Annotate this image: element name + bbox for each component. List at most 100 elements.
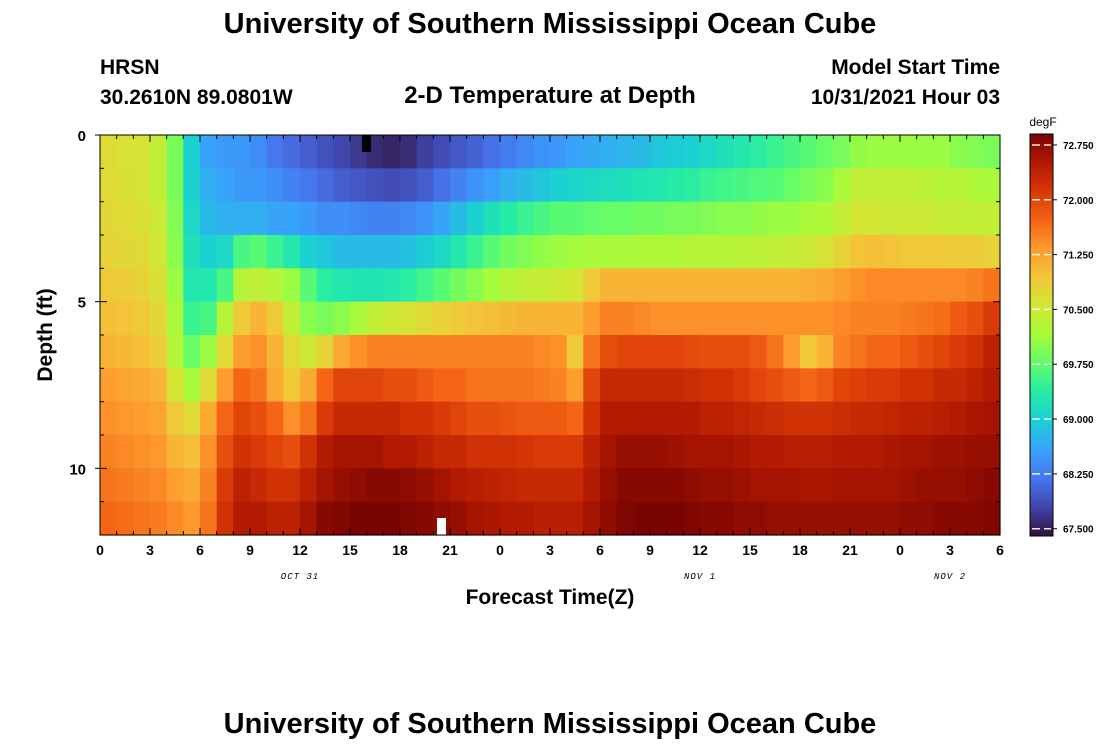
heatmap-cell — [133, 435, 151, 469]
heatmap-cell — [950, 501, 968, 536]
heatmap-cell — [966, 135, 984, 169]
heatmap-cell — [650, 468, 668, 503]
heatmap-cell — [550, 201, 568, 236]
heatmap-cell — [450, 368, 468, 403]
heatmap-cell — [266, 501, 284, 536]
heatmap-cell — [633, 201, 651, 236]
heatmap-cell — [950, 301, 968, 336]
heatmap-cell — [900, 401, 918, 436]
heatmap-cell — [883, 468, 901, 503]
heatmap-cell — [533, 368, 551, 403]
heatmap-cell — [150, 201, 168, 236]
heatmap-cell — [866, 468, 884, 503]
heatmap-cell — [616, 301, 634, 336]
heatmap-cell — [800, 401, 818, 436]
heatmap-cell — [416, 501, 434, 536]
heatmap-cell — [883, 501, 901, 536]
heatmap-cell — [850, 401, 868, 436]
heatmap-cell — [833, 235, 851, 269]
heatmap-cell — [200, 435, 218, 469]
x-tick-label: 12 — [292, 542, 308, 558]
heatmap-cell — [116, 368, 134, 403]
heatmap-cell — [483, 501, 501, 536]
x-tick-label: 3 — [946, 542, 954, 558]
colorbar-tick-label: 69.000 — [1063, 415, 1094, 426]
heatmap-cell — [266, 368, 284, 403]
heatmap-cell — [366, 168, 384, 203]
heatmap-cell — [816, 168, 834, 203]
heatmap-cell — [950, 201, 968, 236]
heatmap-cell — [450, 168, 468, 203]
heatmap-cell — [883, 301, 901, 336]
heatmap-cell — [633, 235, 651, 269]
heatmap-cell — [483, 468, 501, 503]
heatmap-cell — [150, 368, 168, 403]
heatmap-cell — [683, 335, 701, 369]
heatmap-cell — [550, 168, 568, 203]
heatmap-cell — [400, 301, 418, 336]
heatmap-cell — [250, 168, 268, 203]
heatmap-cell — [466, 368, 484, 403]
heatmap-cell — [416, 235, 434, 269]
heatmap-cell — [850, 235, 868, 269]
heatmap-cell — [816, 501, 834, 536]
heatmap-cell — [600, 435, 618, 469]
heatmap-cell — [766, 235, 784, 269]
heatmap-cell — [716, 401, 734, 436]
heatmap-cell — [900, 335, 918, 369]
heatmap-cell — [283, 368, 301, 403]
heatmap-cell — [950, 335, 968, 369]
heatmap-cell — [333, 201, 351, 236]
heatmap-cell — [750, 468, 768, 503]
heatmap-cell — [733, 201, 751, 236]
heatmap-cell — [516, 368, 534, 403]
heatmap-cell — [383, 368, 401, 403]
heatmap-cell — [916, 201, 934, 236]
heatmap-cell — [483, 335, 501, 369]
heatmap-cell — [200, 368, 218, 403]
heatmap-cell — [200, 468, 218, 503]
heatmap-cell — [200, 168, 218, 203]
heatmap-cell — [700, 335, 718, 369]
x-tick-label: 6 — [596, 542, 604, 558]
heatmap-cell — [233, 401, 251, 436]
heatmap-cell — [766, 401, 784, 436]
heatmap-cell — [783, 401, 801, 436]
heatmap-cell — [866, 235, 884, 269]
heatmap-cell — [316, 335, 334, 369]
heatmap-cell — [600, 468, 618, 503]
heatmap-cell — [633, 301, 651, 336]
heatmap-cells — [100, 135, 1001, 536]
heatmap-cell — [566, 368, 584, 403]
x-date-label: NOV 2 — [934, 572, 966, 582]
heatmap-cell — [133, 335, 151, 369]
heatmap-cell — [516, 235, 534, 269]
heatmap-cell — [550, 235, 568, 269]
heatmap-cell — [333, 168, 351, 203]
heatmap-cell — [683, 268, 701, 303]
heatmap-cell — [233, 235, 251, 269]
heatmap-cell — [483, 401, 501, 436]
heatmap-cell — [850, 301, 868, 336]
heatmap-cell — [950, 168, 968, 203]
heatmap-cell — [566, 268, 584, 303]
heatmap-cell — [433, 335, 451, 369]
heatmap-cell — [616, 268, 634, 303]
heatmap-cell — [400, 201, 418, 236]
heatmap-cell — [283, 435, 301, 469]
heatmap-cell — [716, 335, 734, 369]
heatmap-cell — [600, 401, 618, 436]
y-axis-label: Depth (ft) — [34, 288, 57, 381]
heatmap-cell — [883, 268, 901, 303]
heatmap-cell — [266, 201, 284, 236]
heatmap-cell — [533, 335, 551, 369]
heatmap-cell — [816, 435, 834, 469]
x-tick-label: 9 — [246, 542, 254, 558]
heatmap-cell — [666, 468, 684, 503]
heatmap-cell — [766, 435, 784, 469]
heatmap-cell — [250, 468, 268, 503]
heatmap-cell — [600, 168, 618, 203]
heatmap-cell — [733, 435, 751, 469]
heatmap-cell — [416, 268, 434, 303]
heatmap-cell — [983, 468, 1001, 503]
